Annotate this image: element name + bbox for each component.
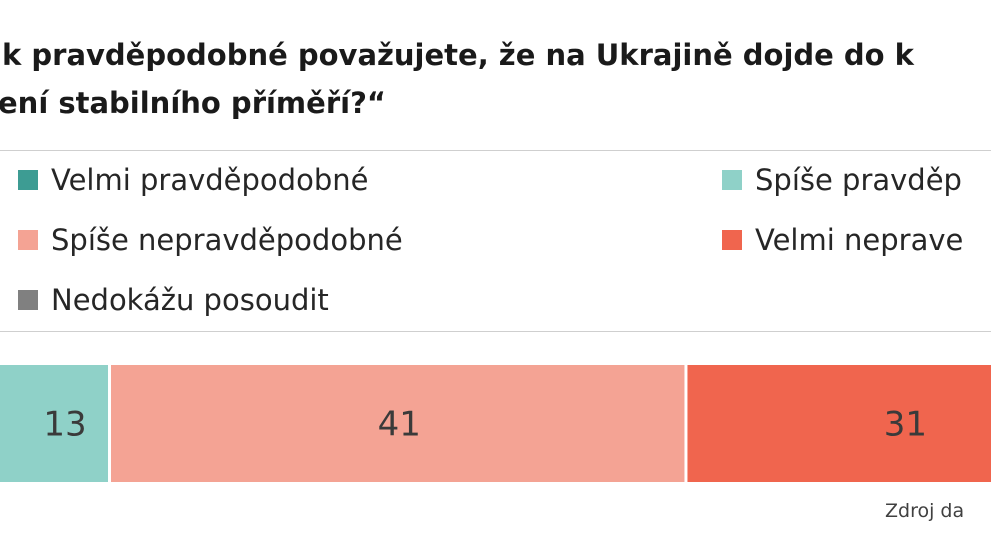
source-note: Zdroj da (885, 500, 965, 522)
legend-item-velmi-pravdepodobne: Velmi pravděpodobné (18, 163, 368, 197)
legend-label-velmi-pravdepodobne: Velmi pravděpodobné (51, 163, 369, 197)
legend-item-nedokazu-posoudit: Nedokážu posoudit (18, 283, 329, 317)
legend-label-spise-nepravdepodobne: Spíše nepravděpodobné (51, 223, 403, 257)
legend-label-velmi-nepravdepodobne: Velmi neprave (755, 223, 964, 257)
legend-label-nedokazu-posoudit: Nedokážu posoudit (51, 283, 329, 317)
legend-swatch-nedokazu-posoudit (18, 290, 38, 310)
data-label-sp-e-nepravd-podobn-: 41 (378, 405, 421, 445)
legend-label-spise-pravdepodobne: Spíše pravděp (755, 163, 962, 197)
bar-segment-sp-e-nepravd-podobn- (111, 365, 685, 482)
legend-swatch-velmi-nepravdepodobne (722, 230, 742, 250)
chart-title-line-2: ení stabilního příměří?“ (0, 86, 386, 120)
bar-segment-velmi-neprave (687, 365, 991, 482)
legend-item-velmi-nepravdepodobne: Velmi neprave (722, 223, 963, 257)
legend-swatch-spise-nepravdepodobne (18, 230, 38, 250)
data-label-sp-e-pravd-p: 13 (43, 405, 86, 445)
data-label-velmi-neprave: 31 (884, 405, 927, 445)
legend-swatch-spise-pravdepodobne (722, 170, 742, 190)
legend-frame (0, 150, 991, 332)
bar-segment-sp-e-pravd-p (0, 365, 108, 482)
chart-title-line-1: k pravděpodobné považujete, že na Ukraji… (2, 38, 914, 72)
legend-item-spise-nepravdepodobne: Spíše nepravděpodobné (18, 223, 403, 257)
legend-swatch-velmi-pravdepodobne (18, 170, 38, 190)
legend-item-spise-pravdepodobne: Spíše pravděp (722, 163, 962, 197)
